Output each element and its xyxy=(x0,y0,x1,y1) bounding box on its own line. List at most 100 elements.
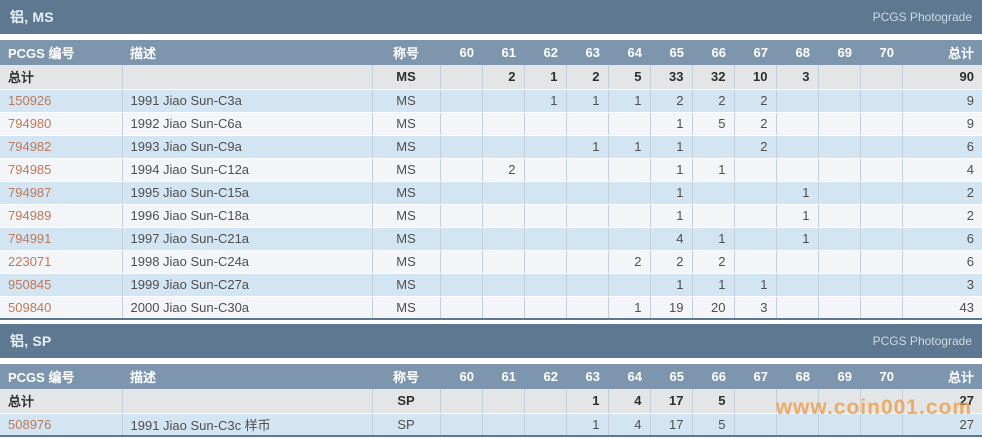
description-cell: 1991 Jiao Sun-C3a xyxy=(122,89,373,113)
designation-cell: MS xyxy=(372,204,441,228)
column-header-63: 63 xyxy=(566,40,608,65)
grade-63-cell xyxy=(566,112,609,136)
grade-63-cell xyxy=(566,273,609,297)
description-cell: 2000 Jiao Sun-C30a xyxy=(122,296,373,320)
grade-70-cell xyxy=(860,204,903,228)
grade-63-cell: 2 xyxy=(566,65,609,90)
grade-68-cell: 3 xyxy=(776,65,819,90)
grade-65-cell: 4 xyxy=(650,227,693,251)
pcgs-number-link[interactable]: 794991 xyxy=(8,231,52,246)
column-header-60: 60 xyxy=(440,364,482,389)
pcgs-number-link[interactable]: 794985 xyxy=(8,162,52,177)
pcgs-number-link[interactable]: 794980 xyxy=(8,116,52,131)
grade-60-cell xyxy=(440,389,483,414)
grade-63-cell xyxy=(566,250,609,274)
description-cell xyxy=(122,389,373,414)
section-title: 铝, MS xyxy=(10,9,54,25)
grade-68-cell xyxy=(776,273,819,297)
grade-70-cell xyxy=(860,296,903,320)
pcgs-number-link[interactable]: 794989 xyxy=(8,208,52,223)
photograde-link[interactable]: PCGS Photograde xyxy=(872,334,972,348)
pcgs-number-cell: 794989 xyxy=(0,204,123,228)
description-cell xyxy=(122,65,373,90)
grade-61-cell xyxy=(482,204,525,228)
grade-66-cell: 1 xyxy=(692,227,735,251)
column-header-total: 总计 xyxy=(902,364,982,389)
pcgs-number-link[interactable]: 794982 xyxy=(8,139,52,154)
grade-61-cell xyxy=(482,181,525,205)
grade-66-cell: 32 xyxy=(692,65,735,90)
grade-60-cell xyxy=(440,181,483,205)
grade-66-cell: 2 xyxy=(692,89,735,113)
grade-62-cell xyxy=(524,227,567,251)
pcgs-number-cell: 794982 xyxy=(0,135,123,159)
grade-67-cell: 2 xyxy=(734,112,777,136)
grade-64-cell: 4 xyxy=(608,413,651,437)
column-header-65: 65 xyxy=(650,40,692,65)
pcgs-number-link[interactable]: 794987 xyxy=(8,185,52,200)
pcgs-number-link[interactable]: 150926 xyxy=(8,93,52,108)
grade-69-cell xyxy=(818,65,861,90)
grade-62-cell xyxy=(524,413,567,437)
designation-cell: MS xyxy=(372,158,441,182)
grade-68-cell: 1 xyxy=(776,204,819,228)
grade-69-cell xyxy=(818,181,861,205)
grade-65-cell: 33 xyxy=(650,65,693,90)
pcgs-number-cell: 509840 xyxy=(0,296,123,320)
column-header-66: 66 xyxy=(692,364,734,389)
grade-61-cell: 2 xyxy=(482,158,525,182)
description-cell: 1991 Jiao Sun-C3c 样币 xyxy=(122,413,373,437)
grade-70-cell xyxy=(860,112,903,136)
grade-64-cell: 1 xyxy=(608,89,651,113)
table-row: 794991 1997 Jiao Sun-C21a MS 4 1 1 6 xyxy=(0,227,982,251)
grade-65-cell: 1 xyxy=(650,273,693,297)
table-header-row: PCGS 编号 描述 称号 60 61 62 63 64 65 66 67 68 69 70 总计 xyxy=(0,40,982,65)
section-title: 铝, SP xyxy=(10,333,52,349)
pcgs-number-link[interactable]: 509840 xyxy=(8,299,52,315)
section-header-sp: 铝, SP PCGS Photograde xyxy=(0,324,982,358)
grade-69-cell xyxy=(818,389,861,414)
column-header-desc: 描述 xyxy=(122,364,372,389)
grade-70-cell xyxy=(860,158,903,182)
grade-65-cell: 17 xyxy=(650,389,693,414)
grade-65-cell: 17 xyxy=(650,413,693,437)
total-cell: 4 xyxy=(902,158,982,182)
pcgs-number-link[interactable]: 223071 xyxy=(8,254,52,269)
designation-cell: MS xyxy=(372,273,441,297)
grade-60-cell xyxy=(440,135,483,159)
description-cell: 1999 Jiao Sun-C27a xyxy=(122,273,373,297)
grade-66-cell xyxy=(692,204,735,228)
grade-61-cell xyxy=(482,389,525,414)
designation-cell: MS xyxy=(372,227,441,251)
grade-60-cell xyxy=(440,413,483,437)
grade-63-cell: 1 xyxy=(566,389,609,414)
pcgs-number-cell: 794991 xyxy=(0,227,123,251)
pcgs-number-cell: 794987 xyxy=(0,181,123,205)
grade-69-cell xyxy=(818,273,861,297)
pcgs-number-link[interactable]: 508976 xyxy=(8,416,52,432)
total-cell: 6 xyxy=(902,227,982,251)
grade-60-cell xyxy=(440,296,483,320)
description-cell: 1996 Jiao Sun-C18a xyxy=(122,204,373,228)
pcgs-number-link[interactable]: 950845 xyxy=(8,277,52,292)
column-header-62: 62 xyxy=(524,40,566,65)
photograde-link[interactable]: PCGS Photograde xyxy=(872,10,972,24)
grade-68-cell xyxy=(776,89,819,113)
designation-cell: MS xyxy=(372,112,441,136)
grade-67-cell xyxy=(734,181,777,205)
grade-65-cell: 2 xyxy=(650,89,693,113)
pcgs-number-cell: 794980 xyxy=(0,112,123,136)
pcgs-number-cell: 950845 xyxy=(0,273,123,297)
section-ms: 铝, MS PCGS Photograde PCGS 编号 描述 称号 60 61 62 6… xyxy=(0,0,982,320)
grade-63-cell: 1 xyxy=(566,135,609,159)
total-cell: 27 xyxy=(902,389,982,414)
grade-65-cell: 1 xyxy=(650,181,693,205)
grade-65-cell: 1 xyxy=(650,135,693,159)
grade-60-cell xyxy=(440,250,483,274)
grade-68-cell xyxy=(776,250,819,274)
grade-62-cell xyxy=(524,389,567,414)
pcgs-number-cell: 794985 xyxy=(0,158,123,182)
grade-67-cell xyxy=(734,389,777,414)
total-cell: 9 xyxy=(902,89,982,113)
total-cell: 9 xyxy=(902,112,982,136)
